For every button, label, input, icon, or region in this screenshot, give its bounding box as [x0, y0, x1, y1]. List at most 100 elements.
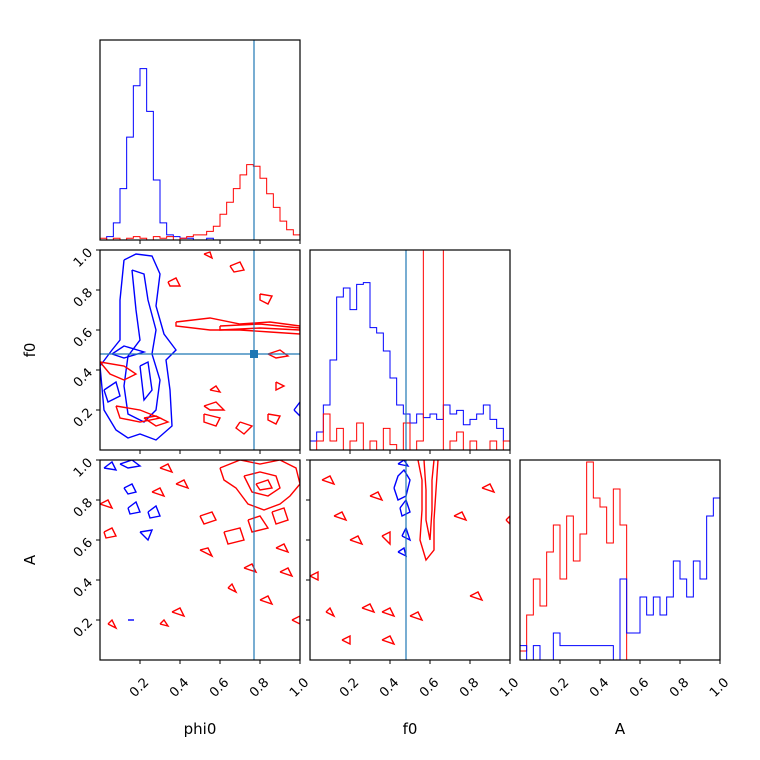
contour-f0_vs_phi0-series-1-level-15 [203, 401, 226, 411]
histogram-A-series-1 [520, 497, 720, 660]
contour-A_vs_phi0-series-1-level-14 [171, 607, 186, 618]
contour-A_vs_f0-series-1-level-6 [381, 530, 391, 546]
contour-f0_vs_phi0-series-1-level-3 [115, 405, 163, 423]
x-tick-label-phi0-2: 0.6 [207, 675, 232, 700]
contour-A_vs_f0-series-1-level-5 [369, 491, 384, 502]
contour-A_vs_phi0-series-1-level-21 [291, 615, 300, 625]
contour-A_vs_phi0-series-0-level-0 [119, 460, 142, 469]
x-tick-label-phi0-4: 1.0 [287, 675, 312, 700]
x-tick-label-A-3: 0.8 [667, 675, 692, 700]
contour-A_vs_phi0-series-0-level-2 [127, 500, 141, 515]
x-tick-label-phi0-1: 0.4 [167, 675, 192, 700]
contour-A_vs_phi0-series-1-level-2 [255, 479, 274, 491]
y-tick-label-f0-0: 0.2 [71, 405, 96, 430]
histogram-phi0-series-1 [100, 164, 300, 240]
x-axis-label-f0: f0 [403, 720, 418, 738]
x-tick-label-f0-0: 0.2 [337, 675, 362, 700]
contour-A_vs_phi0-series-0-level-4 [139, 529, 154, 542]
contour-A_vs_phi0-series-1-level-7 [100, 499, 114, 510]
histogram-A-series-0 [520, 461, 720, 660]
x-tick-label-f0-4: 1.0 [497, 675, 522, 700]
y-tick-label-A-0: 0.2 [71, 615, 96, 640]
contour-A_vs_f0-series-1-level-8 [325, 606, 336, 618]
x-tick-label-A-4: 1.0 [707, 675, 732, 700]
truth-marker-phi0-f0 [250, 350, 258, 358]
contour-A_vs_phi0-series-1-level-18 [275, 543, 290, 554]
contour-A_vs_f0-series-0-level-0 [393, 468, 411, 501]
contour-f0_vs_phi0-series-0-level-0 [100, 253, 177, 441]
contour-f0_vs_phi0-series-1-level-12 [275, 381, 286, 392]
contour-f0_vs_phi0-series-1-level-1 [219, 323, 300, 331]
x-axis-label-phi0: phi0 [184, 720, 217, 738]
panel-frame-phi0-A [99, 459, 301, 661]
contour-A_vs_f0-series-0-level-1 [399, 498, 411, 518]
contour-A_vs_phi0-series-1-level-17 [279, 567, 294, 578]
contour-A_vs_phi0-series-1-level-15 [227, 582, 238, 594]
contour-A_vs_phi0-series-1-level-3 [199, 511, 217, 525]
contour-A_vs_phi0-series-1-level-6 [271, 507, 289, 525]
contour-A_vs_phi0-series-1-level-13 [159, 618, 170, 628]
contour-f0_vs_phi0-series-1-level-7 [267, 413, 282, 425]
plot-layer: 0.2 0.4 0.6 0.8 1.0 0.2 0.4 0.6 0.8 1.0 0.2 0.4 0.6 0… [71, 39, 732, 701]
y-tick-label-f0-3: 0.8 [71, 285, 96, 310]
contour-f0_vs_phi0-series-1-level-0 [175, 317, 300, 335]
x-tick-label-A-1: 0.4 [587, 675, 612, 700]
y-tick-label-A-4: 1.0 [71, 455, 96, 480]
contour-A_vs_phi0-series-1-level-9 [159, 463, 174, 474]
contour-A_vs_f0-series-1-level-1 [423, 460, 435, 541]
contour-f0_vs_phi0-series-0-level-4 [103, 380, 121, 403]
y-tick-label-A-1: 0.4 [71, 575, 96, 600]
contour-f0_vs_phi0-series-1-level-14 [167, 277, 182, 287]
contour-A_vs_f0-series-1-level-0 [417, 460, 439, 562]
contour-A_vs_f0-series-1-level-17 [381, 635, 396, 646]
contour-A_vs_f0-series-1-level-10 [453, 511, 468, 522]
y-tick-label-A-3: 0.8 [71, 495, 96, 520]
histogram-phi0-series-0 [100, 68, 300, 240]
contour-A_vs_f0-series-1-level-7 [361, 603, 376, 614]
contour-A_vs_phi0-series-0-level-5 [103, 460, 118, 471]
contour-f0_vs_phi0-series-1-level-13 [209, 385, 222, 394]
panel-frame-phi0-phi0 [99, 39, 301, 241]
y-axis-label-A: A [21, 554, 39, 565]
contour-f0_vs_phi0-series-1-level-2 [100, 361, 138, 381]
panel-frame-phi0-f0 [99, 249, 301, 451]
panel-frame-f0-f0 [309, 249, 511, 451]
x-tick-label-phi0-3: 0.8 [247, 675, 272, 700]
x-tick-label-f0-3: 0.8 [457, 675, 482, 700]
panel-frame-f0-A [309, 459, 511, 661]
contour-A_vs_phi0-series-0-level-1 [123, 483, 138, 495]
contour-A_vs_f0-series-1-level-16 [310, 570, 319, 582]
x-tick-label-phi0-0: 0.2 [127, 675, 152, 700]
contour-f0_vs_phi0-series-1-level-11 [267, 349, 290, 359]
y-tick-label-f0-2: 0.6 [71, 325, 96, 350]
contour-A_vs_f0-series-1-level-15 [505, 515, 510, 525]
contour-f0_vs_phi0-series-1-level-10 [203, 251, 214, 260]
contour-A_vs_phi0-series-1-level-4 [223, 527, 245, 545]
contour-A_vs_phi0-series-1-level-10 [175, 479, 190, 490]
contour-A_vs_phi0-series-1-level-19 [199, 547, 214, 558]
histogram-f0-series-0 [310, 282, 510, 450]
panel-frame-A-A [519, 459, 721, 661]
contour-A_vs_phi0-series-1-level-16 [259, 595, 274, 606]
contour-f0_vs_phi0-series-1-level-8 [229, 261, 246, 273]
y-tick-label-A-2: 0.6 [71, 535, 96, 560]
x-tick-label-A-2: 0.6 [627, 675, 652, 700]
contour-A_vs_phi0-series-1-level-12 [107, 618, 118, 630]
x-tick-label-f0-1: 0.4 [377, 675, 402, 700]
x-tick-label-f0-2: 0.6 [417, 675, 442, 700]
contour-A_vs_f0-series-1-level-14 [341, 634, 351, 646]
contour-A_vs_phi0-series-1-level-0 [219, 460, 300, 511]
contour-A_vs_phi0-series-0-level-3 [147, 504, 161, 519]
contour-A_vs_phi0-series-1-level-1 [243, 471, 281, 497]
contour-A_vs_phi0-series-1-level-5 [247, 515, 270, 533]
y-tick-label-f0-1: 0.4 [71, 365, 96, 390]
contour-f0_vs_phi0-series-0-level-3 [111, 345, 147, 359]
histogram-f0-series-1 [310, 250, 510, 450]
contour-A_vs_f0-series-1-level-11 [481, 483, 496, 494]
contour-f0_vs_phi0-series-0-level-5 [293, 400, 300, 417]
contour-f0_vs_phi0-series-0-level-2 [139, 360, 153, 402]
contour-A_vs_f0-series-0-level-3 [397, 546, 408, 558]
contour-A_vs_phi0-series-1-level-11 [151, 487, 166, 498]
contour-f0_vs_phi0-series-1-level-6 [235, 421, 254, 435]
